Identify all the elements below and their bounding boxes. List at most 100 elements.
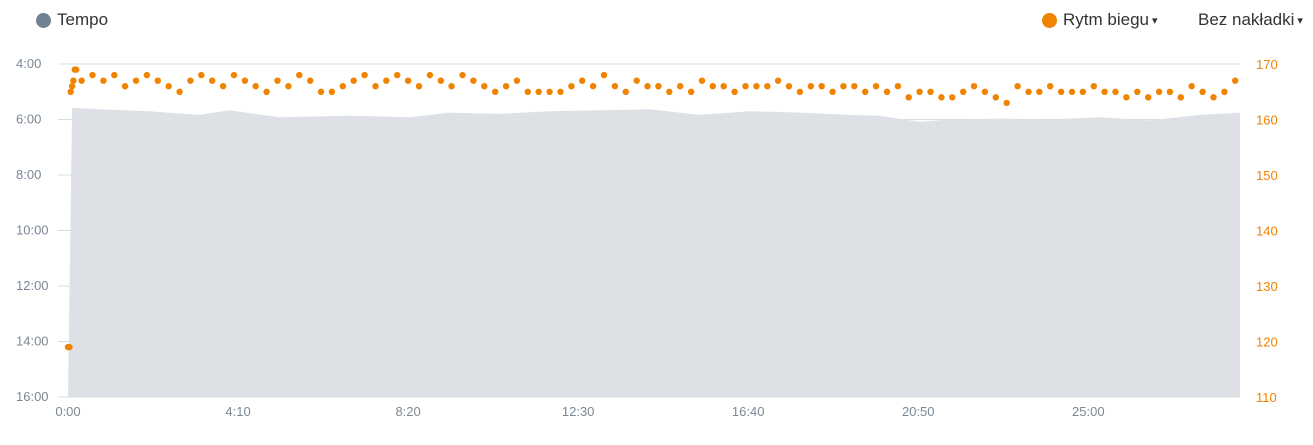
- cadence-point: [894, 83, 902, 90]
- cadence-point: [230, 71, 238, 79]
- cadence-point: [709, 83, 716, 90]
- y-left-tick-label: 8:00: [16, 167, 41, 182]
- x-tick-label: 12:30: [562, 404, 595, 419]
- cadence-point: [949, 94, 956, 101]
- cadence-point: [176, 88, 183, 96]
- x-tick-label: 16:40: [732, 404, 765, 419]
- legend-tempo[interactable]: Tempo: [36, 10, 108, 30]
- cadence-point: [209, 77, 216, 84]
- cadence-point: [872, 83, 880, 90]
- cadence-point: [1047, 83, 1054, 90]
- cadence-point: [361, 71, 368, 79]
- overlay-label: Bez nakładki: [1198, 10, 1295, 29]
- cadence-point: [731, 88, 738, 96]
- cadence-point: [1232, 77, 1239, 84]
- x-tick-label: 0:00: [55, 404, 80, 419]
- cadence-point: [764, 83, 771, 90]
- cadence-point: [666, 88, 673, 96]
- cadence-point: [187, 77, 194, 84]
- cadence-point: [600, 71, 608, 79]
- cadence-point: [67, 88, 74, 96]
- cadence-point: [1090, 83, 1098, 90]
- y-left-tick-label: 10:00: [16, 223, 49, 238]
- cadence-point: [426, 71, 434, 79]
- cadence-point: [1145, 94, 1152, 101]
- cadence-point: [611, 83, 619, 90]
- cadence-point: [415, 83, 423, 90]
- cadence-point: [1079, 88, 1087, 96]
- cadence-point: [981, 88, 989, 96]
- cadence-point: [274, 77, 281, 84]
- cadence-point: [970, 83, 978, 90]
- cadence-point: [1166, 88, 1174, 96]
- cadence-point: [992, 94, 999, 101]
- cadence-point: [1221, 88, 1228, 96]
- cadence-point: [1068, 88, 1076, 96]
- cadence-point: [481, 83, 488, 90]
- y-left-tick-label: 6:00: [16, 112, 41, 127]
- cadence-point: [296, 71, 303, 79]
- cadence-point: [132, 77, 140, 84]
- cadence-point: [328, 88, 336, 96]
- cadence-point: [154, 77, 161, 84]
- cadence-point: [851, 83, 858, 90]
- cadence-point: [198, 71, 205, 79]
- cadence-point: [807, 83, 814, 90]
- cadence-point: [492, 88, 499, 96]
- cadence-point: [89, 71, 96, 79]
- cadence-point: [785, 83, 793, 90]
- cadence-point: [404, 77, 412, 84]
- cadence-point: [219, 83, 227, 90]
- cadence-point: [285, 83, 292, 90]
- x-tick-label: 4:10: [225, 404, 250, 419]
- cadence-point: [1123, 94, 1130, 101]
- cadence-point: [1155, 88, 1163, 96]
- cadence-point: [263, 88, 270, 96]
- cadence-point: [829, 88, 836, 96]
- cadence-point: [644, 83, 651, 90]
- y-right-tick-label: 120: [1256, 335, 1278, 350]
- x-tick-label: 25:00: [1072, 404, 1105, 419]
- cadence-point: [568, 83, 575, 90]
- y-right-tick-label: 110: [1256, 390, 1277, 405]
- cadence-point: [938, 94, 945, 101]
- overlay-dropdown[interactable]: Bez nakładki ▾: [1198, 10, 1303, 30]
- cadence-point: [840, 83, 847, 90]
- tempo-color-dot: [36, 12, 51, 28]
- y-right-tick-label: 150: [1256, 168, 1278, 183]
- cadence-point: [633, 77, 640, 84]
- y-right-tick-label: 170: [1256, 57, 1278, 72]
- cadence-point: [513, 77, 521, 84]
- cadence-point: [317, 88, 325, 96]
- cadence-point: [1014, 83, 1021, 90]
- chevron-down-icon: ▾: [1151, 14, 1158, 27]
- cadence-point: [307, 77, 314, 84]
- cadence-point: [698, 77, 706, 84]
- cadence-point: [862, 88, 869, 96]
- legend-tempo-label: Tempo: [57, 10, 109, 29]
- cadence-point: [1025, 88, 1032, 96]
- x-tick-label: 8:20: [395, 404, 420, 419]
- y-left-tick-label: 4:00: [16, 56, 41, 71]
- cadence-point: [1003, 99, 1010, 107]
- cadence-point: [677, 83, 684, 90]
- cadence-point: [1177, 94, 1185, 101]
- legend-cadence-dropdown[interactable]: Rytm biegu ▾: [1042, 10, 1158, 30]
- cadence-point: [252, 83, 259, 90]
- cadence-point: [524, 88, 531, 96]
- cadence-point: [111, 71, 118, 79]
- cadence-point: [883, 88, 891, 96]
- cadence-point: [383, 77, 390, 84]
- cadence-point: [394, 71, 401, 79]
- cadence-point: [1036, 88, 1043, 96]
- cadence-point: [579, 77, 586, 84]
- cadence-point: [100, 77, 107, 84]
- cadence-point: [470, 77, 477, 84]
- cadence-point: [372, 83, 379, 90]
- cadence-point: [818, 83, 825, 90]
- cadence-point: [437, 77, 444, 84]
- cadence-point: [66, 343, 73, 351]
- cadence-point: [1199, 88, 1206, 96]
- y-right-tick-label: 130: [1256, 279, 1278, 294]
- cadence-point: [1101, 88, 1108, 96]
